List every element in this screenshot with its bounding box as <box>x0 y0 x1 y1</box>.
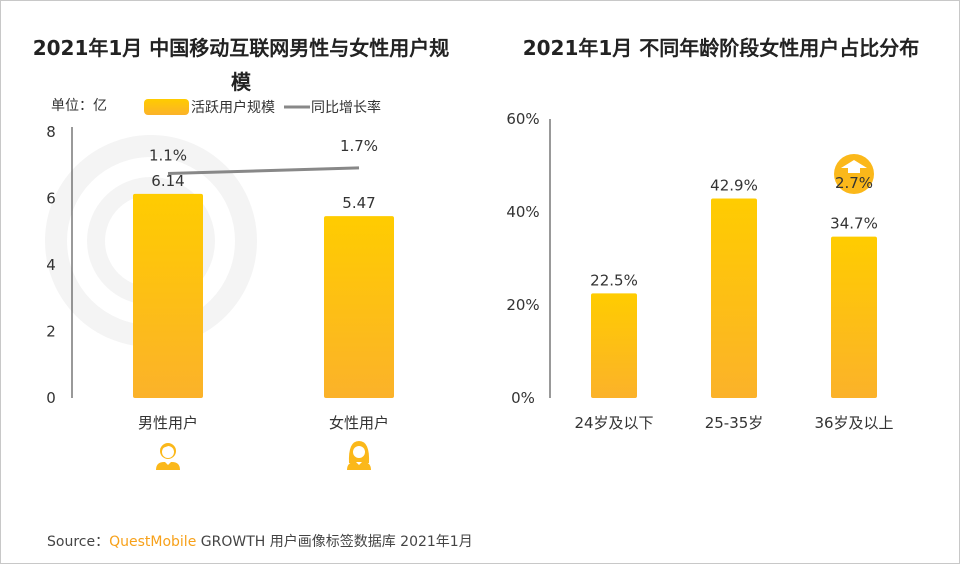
y-tick-label: 2 <box>46 323 56 341</box>
female-user-icon <box>347 441 371 470</box>
bar-age <box>591 293 637 398</box>
legend-bar-swatch <box>144 99 189 115</box>
bar-value-label: 6.14 <box>151 172 184 190</box>
bar-value-label: 5.47 <box>342 194 375 212</box>
legend-line-label: 同比增长率 <box>311 99 381 116</box>
x-tick-label: 女性用户 <box>329 414 389 432</box>
unit-label: 单位：亿 <box>51 98 107 114</box>
legend-bar-label: 活跃用户规模 <box>191 99 275 116</box>
left-chart-title: 2021年1月 中国移动互联网男性与女性用户规模 <box>32 36 450 94</box>
source-line: Source：QuestMobile GROWTH 用户画像标签数据库 2021… <box>47 531 473 551</box>
bar-value-label: 22.5% <box>590 271 638 289</box>
growth-annotation-label: 2.7% <box>835 174 873 192</box>
source-prefix: Source： <box>47 534 110 550</box>
bar-female <box>324 216 394 398</box>
x-tick-label: 24岁及以下 <box>574 414 653 432</box>
x-tick-label: 男性用户 <box>138 414 198 432</box>
y-tick-label: 0% <box>511 389 535 407</box>
bar-age <box>711 198 757 398</box>
y-tick-label: 40% <box>506 203 539 221</box>
growth-label: 1.7% <box>340 137 378 155</box>
y-tick-label: 8 <box>46 123 56 141</box>
x-tick-label: 36岁及以上 <box>814 414 893 432</box>
bar-male <box>133 193 203 398</box>
x-tick-label: 25-35岁 <box>705 414 764 432</box>
y-tick-label: 20% <box>506 296 539 314</box>
bar-value-label: 34.7% <box>830 215 878 233</box>
y-tick-label: 4 <box>46 256 56 274</box>
y-tick-label: 60% <box>506 110 539 128</box>
up-arrow-icon <box>834 154 874 194</box>
growth-label: 1.1% <box>149 147 187 165</box>
growth-line <box>167 166 360 176</box>
right-chart-title: 2021年1月 不同年龄阶段女性用户占比分布 <box>522 36 920 60</box>
source-brand: QuestMobile <box>109 534 197 550</box>
bar-value-label: 42.9% <box>710 177 758 195</box>
up-arrow-shape <box>841 160 867 173</box>
male-user-icon <box>156 443 180 470</box>
bar-age <box>831 236 877 398</box>
source-text: GROWTH 用户画像标签数据库 2021年1月 <box>200 534 473 550</box>
y-tick-label: 0 <box>46 389 56 407</box>
y-tick-label: 6 <box>46 190 56 208</box>
